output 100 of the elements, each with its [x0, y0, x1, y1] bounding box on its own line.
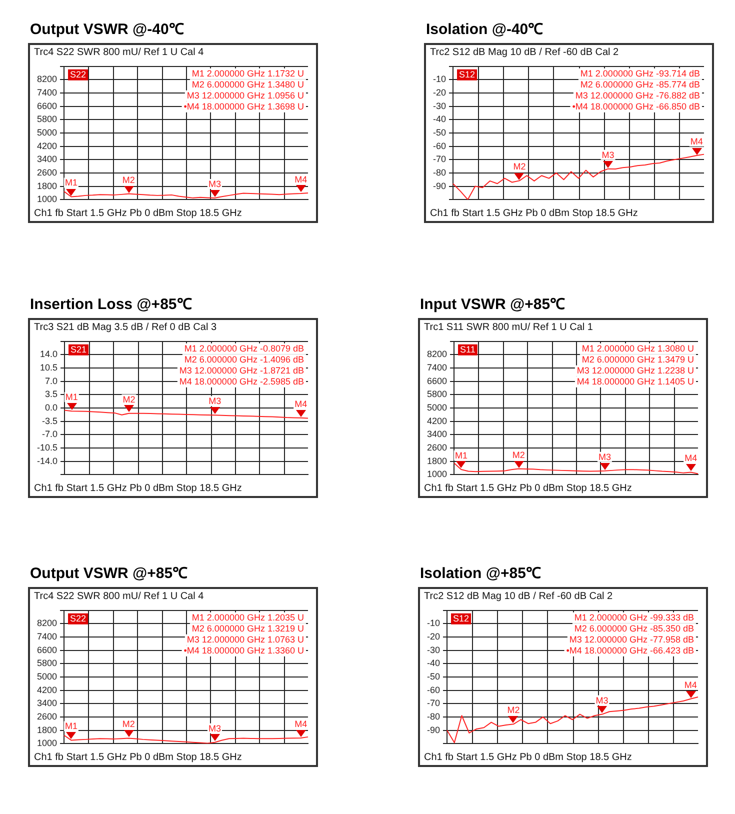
y-tick-label: 2600 [36, 167, 58, 178]
data-label: M3 [208, 178, 221, 189]
annotation: S21 [70, 344, 87, 354]
annotation: M1 2.000000 GHz -0.8079 dB [184, 343, 304, 354]
y-tick-label: 6600 [426, 376, 448, 386]
chart-title: Output VSWR @+85℃ [30, 564, 189, 582]
y-tick-label: 1000 [36, 738, 58, 748]
data-label: M4 [294, 174, 308, 184]
data-label: M2 [122, 394, 136, 404]
annotation: S12 [459, 69, 476, 80]
annotation: M4 18.000000 GHz -2.5985 dB [179, 376, 304, 386]
y-tick-label: 5800 [426, 389, 448, 400]
y-tick-label: 7400 [36, 632, 58, 642]
annotation: •M4 18.000000 GHz 1.3698 U [184, 101, 304, 112]
y-tick-label: 4200 [36, 684, 58, 695]
y-tick-label: 10.5 [40, 362, 58, 373]
y-tick-label: -50 [432, 127, 446, 138]
annotation: M3 12.000000 GHz 1.0763 U [186, 634, 304, 644]
text: Trc2 S12 dB Mag 10 dB / Ref -60 dB Cal 2 [430, 47, 620, 58]
data-label: M4 [294, 398, 308, 409]
y-tick-label: 1800 [36, 180, 58, 191]
annotation: •M4 18.000000 GHz -66.850 dB [572, 101, 700, 112]
data-label: M2 [122, 719, 135, 730]
y-tick-label: -50 [426, 671, 440, 682]
y-tick-label: 3400 [36, 154, 58, 164]
annotation: S22 [70, 613, 86, 624]
y-tick-label: 5800 [36, 658, 58, 668]
annotation: M3 12.000000 GHz 1.0956 U [186, 90, 304, 100]
y-tick-label: -30 [432, 100, 446, 111]
chart-title: Insertion Loss @+85℃ [30, 295, 193, 313]
text: Ch1 fb Start 1.5 GHz Pb 0 dBm Stop 18.5 GHz [34, 752, 243, 763]
y-tick-label: 14.0 [40, 349, 58, 360]
data-label: M2 [512, 450, 525, 460]
y-tick-label: 4200 [36, 140, 58, 151]
y-tick-label: -90 [432, 180, 446, 191]
annotation: S12 [453, 613, 470, 624]
chart-title: Isolation @+85℃ [420, 564, 542, 582]
y-tick-label: -80 [426, 711, 440, 722]
y-tick-label: -30 [426, 644, 440, 655]
y-tick-label: -40 [426, 658, 440, 668]
y-tick-label: 5000 [36, 127, 58, 138]
y-tick-label: 5000 [426, 402, 448, 412]
data-label: M4 [294, 718, 308, 729]
chart-title: Output VSWR @-40℃ [30, 20, 185, 38]
chart-title: Isolation @-40℃ [426, 20, 544, 38]
y-tick-label: -70 [432, 154, 446, 164]
annotation: M1 2.000000 GHz -93.714 dB [580, 68, 700, 78]
y-tick-label: -10 [426, 618, 440, 628]
y-tick-label: -60 [426, 684, 440, 695]
y-tick-label: -3.5 [42, 416, 58, 426]
annotation: M1 2.000000 GHz 1.3080 U [582, 343, 694, 354]
annotation: M2 6.000000 GHz -1.4096 dB [184, 354, 304, 364]
y-tick-label: 1800 [426, 456, 448, 466]
data-label: M4 [684, 680, 697, 690]
data-label: M3 [208, 723, 221, 734]
y-tick-label: -14.0 [37, 456, 58, 466]
text: Trc3 S21 dB Mag 3.5 dB / Ref 0 dB Cal 3 [34, 322, 218, 333]
y-tick-label: 1000 [426, 469, 448, 480]
data-label: M3 [598, 452, 611, 462]
y-tick-label: 2600 [36, 711, 58, 722]
y-tick-label: 8200 [36, 74, 58, 84]
text: Trc1 S11 SWR 800 mU/ Ref 1 U Cal 1 [424, 322, 594, 333]
y-tick-label: 6600 [36, 644, 58, 655]
annotation: M2 6.000000 GHz 1.3219 U [192, 623, 304, 634]
chart-title: Input VSWR @+85℃ [420, 295, 566, 313]
annotation: M4 18.000000 GHz 1.1405 U [576, 376, 694, 386]
y-tick-label: 1800 [36, 724, 58, 735]
annotation: M3 12.000000 GHz -1.8721 dB [179, 365, 304, 376]
y-tick-label: 5800 [36, 114, 58, 124]
y-tick-label: 5000 [36, 671, 58, 682]
data-label: M4 [684, 453, 698, 464]
annotation: M2 6.000000 GHz 1.3480 U [192, 79, 304, 90]
y-tick-label: 3400 [426, 429, 448, 440]
annotation: S11 [460, 344, 476, 354]
y-tick-label: 1000 [36, 194, 58, 204]
y-tick-label: 7400 [426, 362, 448, 373]
y-tick-label: 8200 [36, 618, 58, 628]
annotation: M3 12.000000 GHz 1.2238 U [576, 365, 694, 376]
y-tick-label: -10 [432, 74, 446, 84]
y-tick-label: -90 [426, 724, 440, 735]
annotation: M3 12.000000 GHz -76.882 dB [575, 90, 700, 100]
y-tick-label: -20 [426, 632, 440, 642]
annotation: M1 2.000000 GHz 1.2035 U [192, 612, 304, 622]
y-tick-label: 3400 [36, 698, 58, 708]
annotation: •M4 18.000000 GHz -66.423 dB [566, 645, 694, 656]
data-label: M1 [65, 392, 78, 402]
text: Trc2 S12 dB Mag 10 dB / Ref -60 dB Cal 2 [424, 591, 614, 602]
y-tick-label: 6600 [36, 100, 58, 111]
y-tick-label: 7.0 [45, 376, 58, 386]
y-tick-label: 7400 [36, 88, 58, 98]
annotation: M1 2.000000 GHz -99.333 dB [574, 612, 694, 622]
y-tick-label: -40 [432, 114, 446, 124]
y-tick-label: 8200 [426, 349, 448, 360]
y-tick-label: 2600 [426, 442, 448, 452]
data-label: M2 [507, 705, 520, 716]
y-tick-label: -10.5 [37, 442, 58, 452]
annotation: M2 6.000000 GHz -85.350 dB [574, 623, 694, 634]
data-label: M4 [690, 136, 703, 146]
annotation: M2 6.000000 GHz 1.3479 U [582, 354, 694, 364]
annotation: M1 2.000000 GHz 1.1732 U [192, 68, 304, 78]
